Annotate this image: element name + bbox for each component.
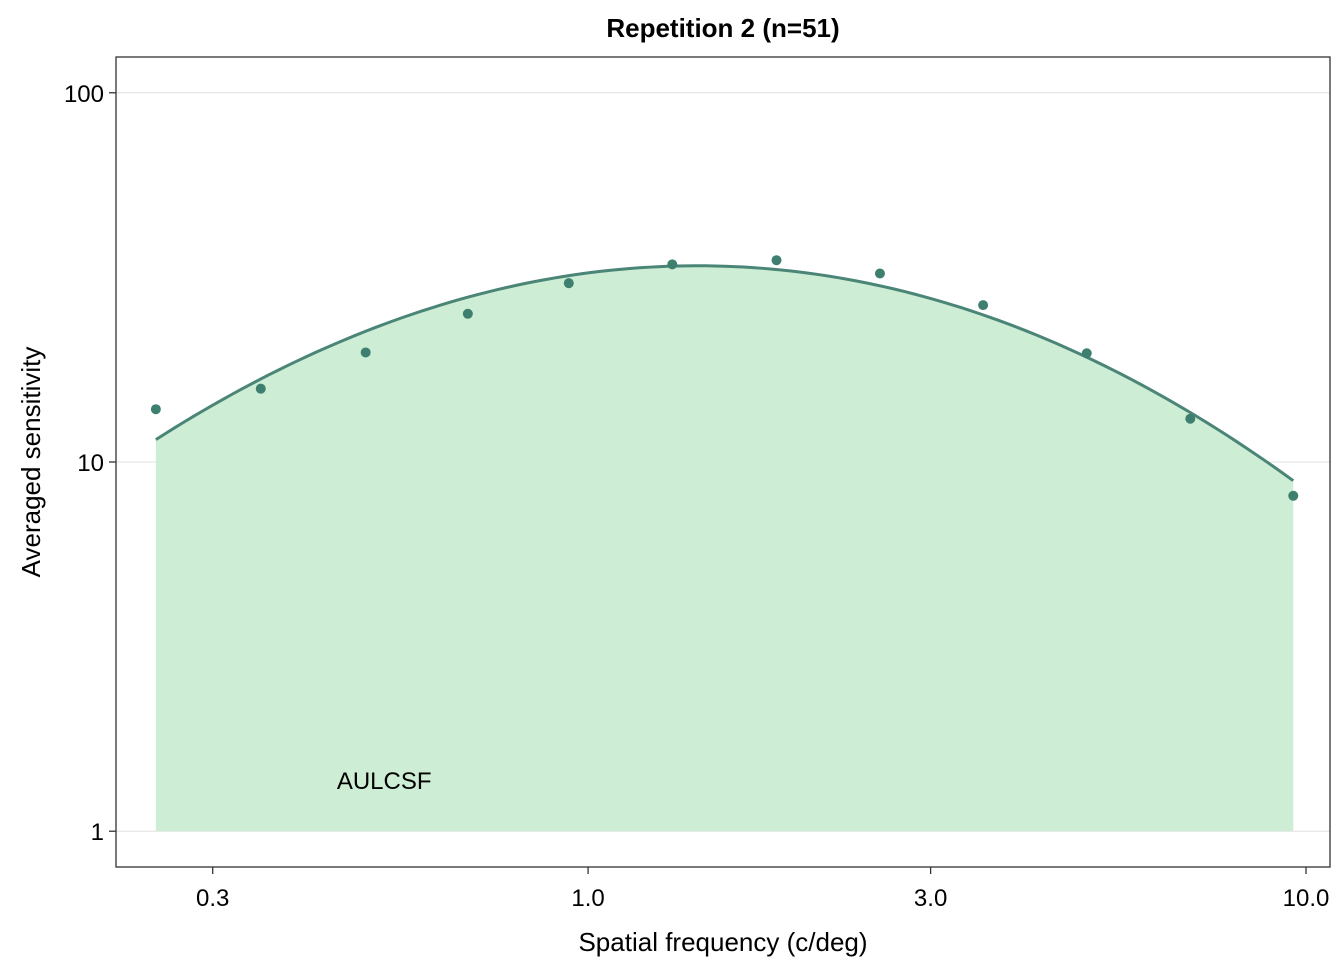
x-tick-label: 1.0 [571, 885, 604, 912]
data-points [150, 255, 1299, 501]
data-point [255, 383, 266, 394]
aulcsf-area [155, 265, 1294, 832]
data-point [360, 347, 371, 358]
data-point [978, 300, 989, 311]
x-axis-label: Spatial frequency (c/deg) [578, 927, 867, 957]
fit-curve [155, 264, 1295, 482]
data-point [150, 404, 161, 415]
x-axis-ticks: 0.3 1.0 3.0 10.0 [196, 867, 1329, 912]
x-tick-label: 0.3 [196, 885, 229, 912]
y-tick-label: 100 [64, 81, 104, 108]
data-point [667, 259, 678, 270]
data-point [462, 308, 473, 319]
area-label: AULCSF [337, 768, 432, 795]
data-point [563, 278, 574, 289]
data-point [1288, 490, 1299, 501]
x-tick-label: 10.0 [1283, 885, 1330, 912]
chart-title: Repetition 2 (n=51) [606, 13, 839, 43]
x-tick-label: 3.0 [914, 885, 947, 912]
y-tick-label: 1 [91, 819, 104, 846]
data-point [1081, 348, 1092, 359]
y-tick-label: 10 [77, 450, 104, 477]
data-point [1185, 413, 1196, 424]
data-point [874, 268, 885, 279]
y-axis-ticks: 1 10 100 [64, 81, 116, 846]
y-axis-label: Averaged sensitivity [16, 347, 46, 578]
data-point [771, 255, 782, 266]
